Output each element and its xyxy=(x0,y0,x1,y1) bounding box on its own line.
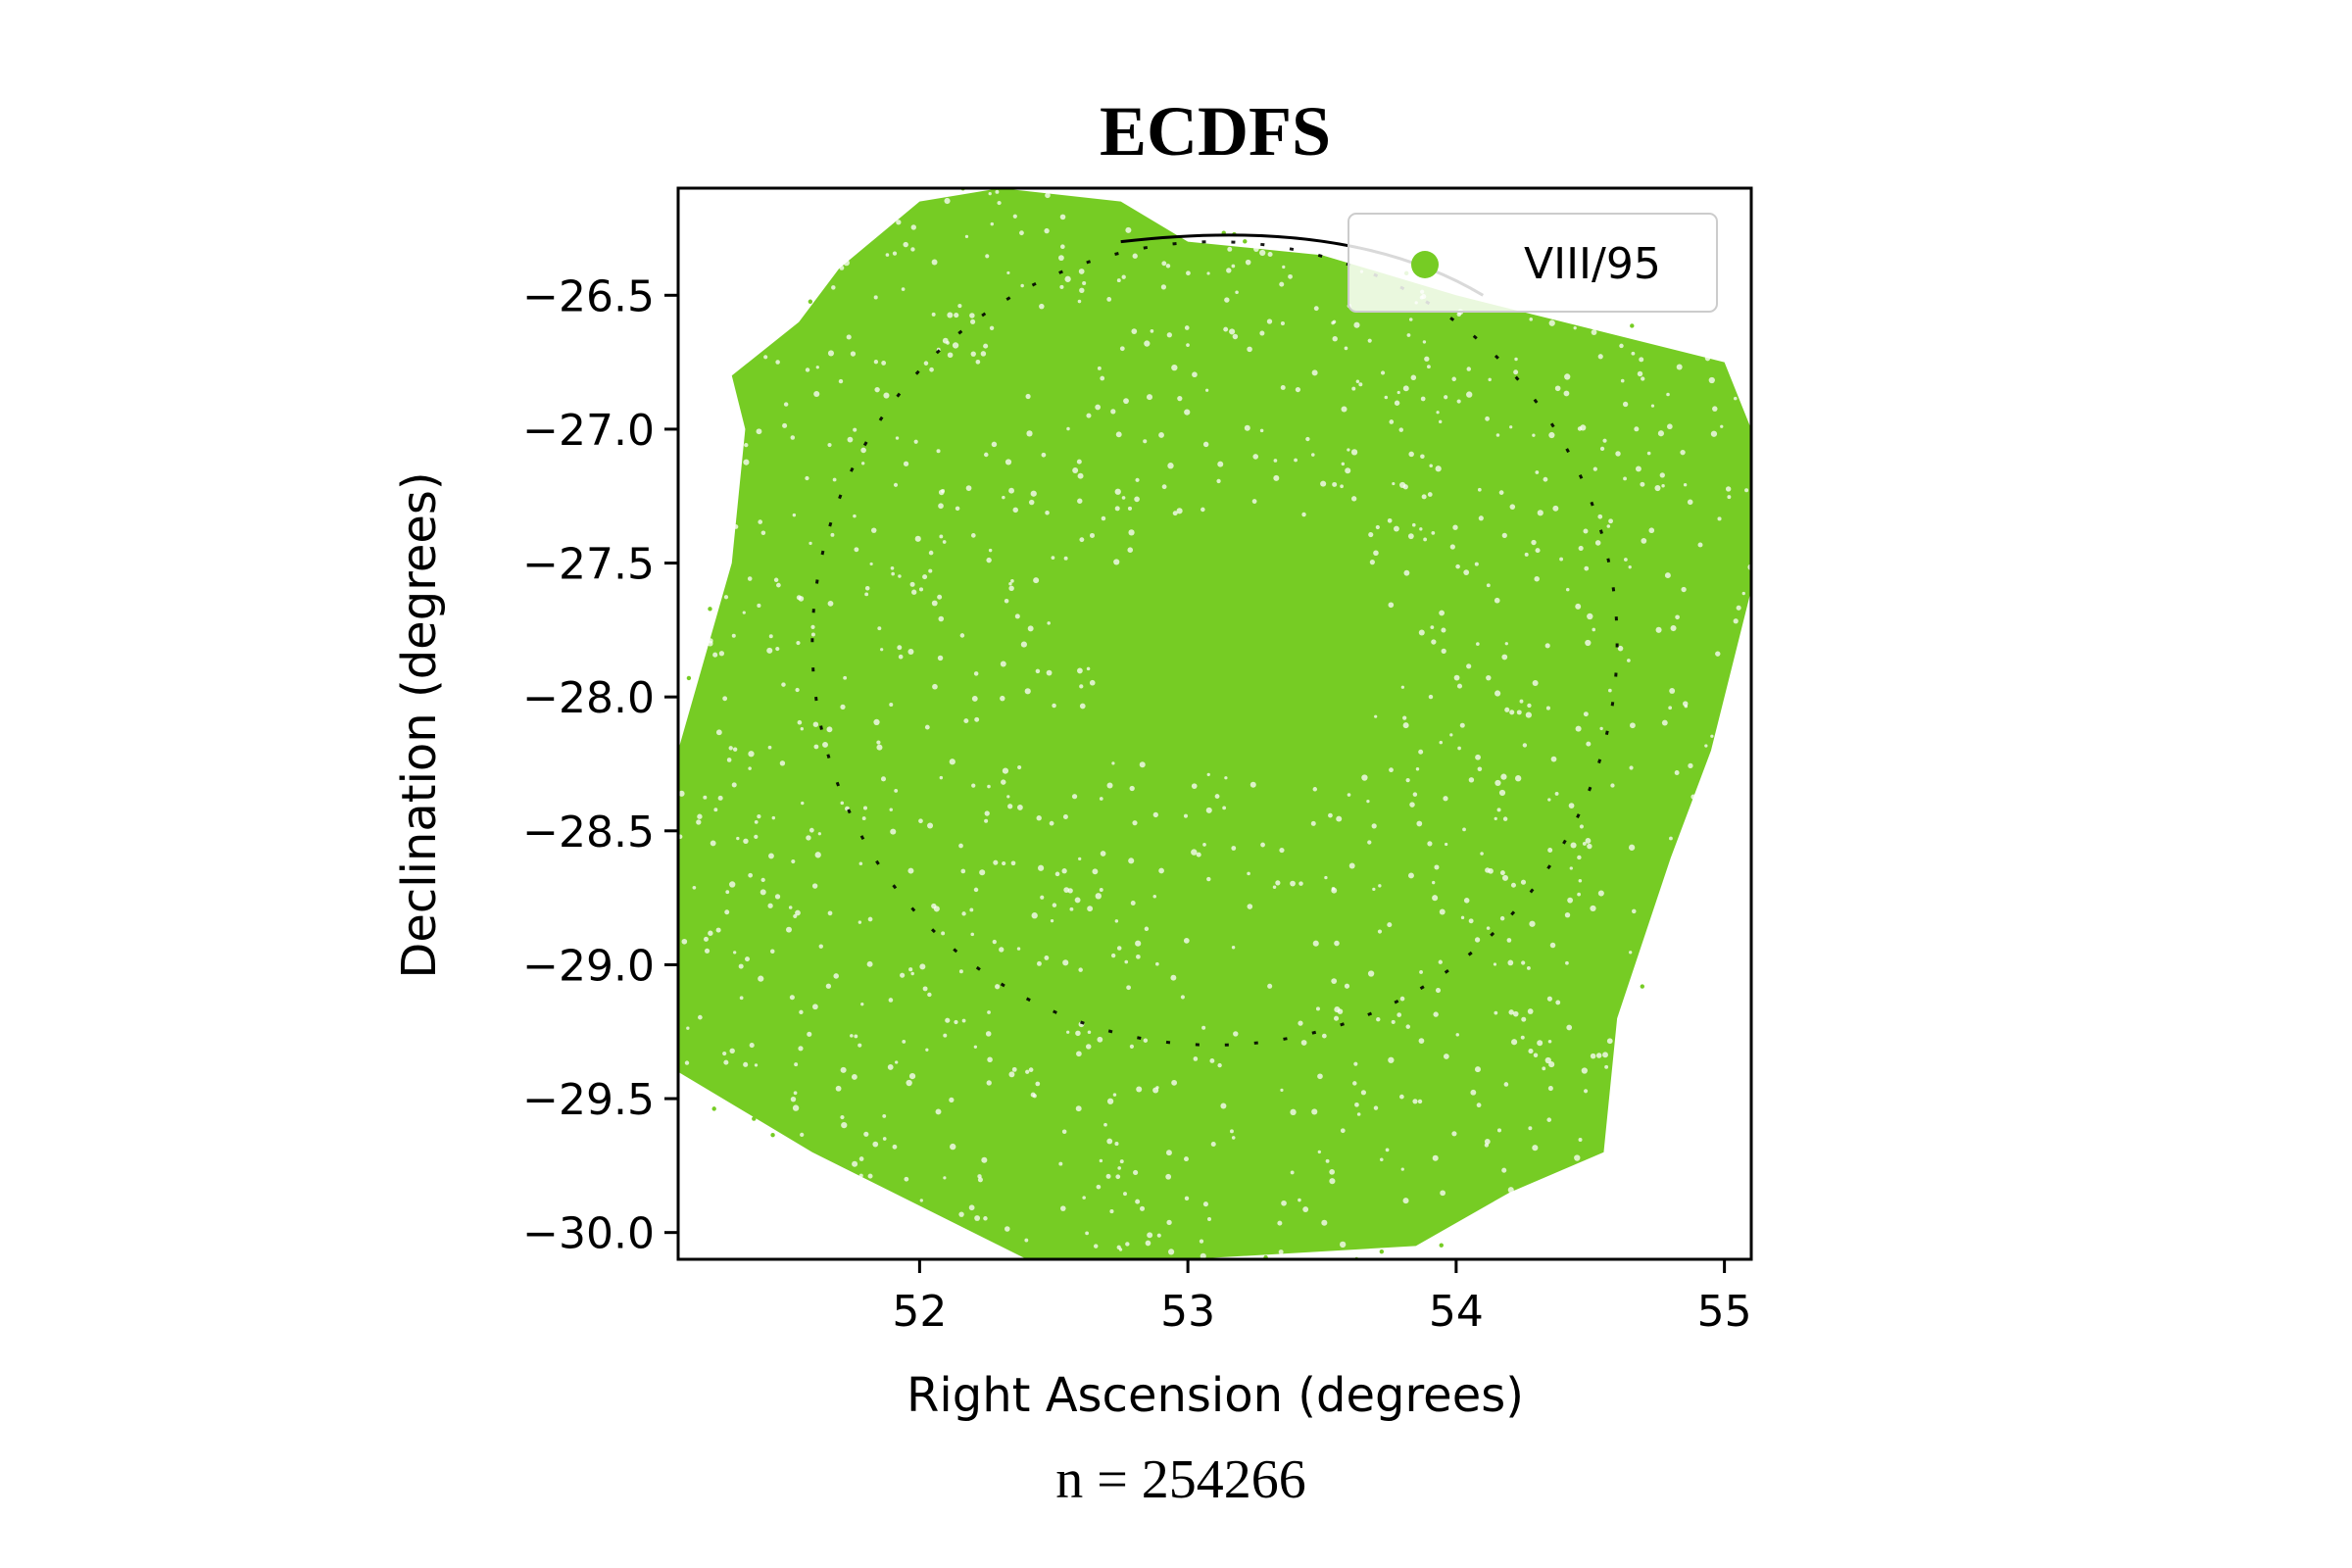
y-tick-label: −28.5 xyxy=(522,808,655,858)
legend: VIII/95 xyxy=(1348,213,1718,313)
y-tick-label: −29.5 xyxy=(522,1075,655,1125)
reference-circle xyxy=(810,240,1619,1047)
y-tick-label: −27.0 xyxy=(522,406,655,456)
y-axis: −26.5 −27.0 −27.5 −28.0 −28.5 −29.0 −29.5 −30.0 xyxy=(522,271,678,1259)
y-tick-label: −28.0 xyxy=(522,673,655,723)
x-tick-label: 55 xyxy=(1697,1287,1752,1337)
y-tick-label: −30.0 xyxy=(522,1209,655,1259)
legend-label: VIII/95 xyxy=(1524,239,1661,289)
x-tick-label: 53 xyxy=(1160,1287,1215,1337)
scatter-point-cloud xyxy=(678,188,1751,1259)
plot-area xyxy=(678,188,1751,1259)
legend-box xyxy=(1348,213,1718,313)
chart-title: ECDFS xyxy=(1100,92,1331,171)
y-tick-label: −29.0 xyxy=(522,941,655,991)
x-axis: 52 53 54 55 xyxy=(892,1259,1752,1337)
axes-frame xyxy=(676,186,1753,1261)
x-tick-label: 54 xyxy=(1429,1287,1484,1337)
y-axis-label: Declination (degrees) xyxy=(392,471,447,978)
x-tick-label: 52 xyxy=(892,1287,947,1337)
legend-marker xyxy=(1411,251,1439,278)
x-axis-label: Right Ascension (degrees) xyxy=(906,1368,1524,1423)
sample-count-note: n = 254266 xyxy=(1055,1449,1306,1510)
y-tick-label: −27.5 xyxy=(522,540,655,590)
y-tick-label: −26.5 xyxy=(522,271,655,321)
